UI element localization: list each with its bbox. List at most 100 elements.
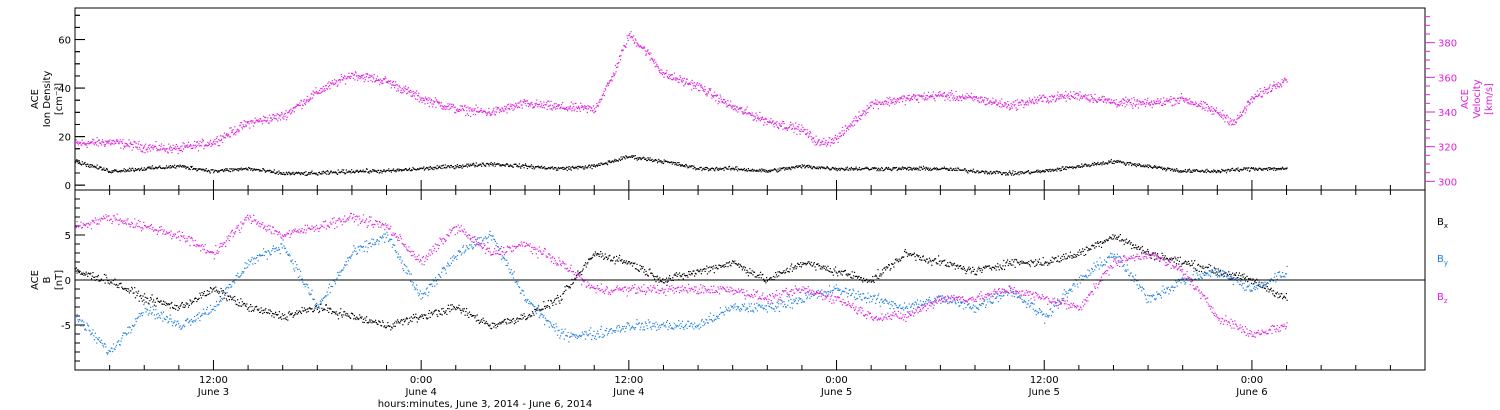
bx-point	[492, 322, 494, 324]
density-point	[624, 158, 626, 160]
density-point	[714, 170, 716, 172]
density-point	[380, 169, 382, 171]
density-point	[246, 169, 248, 171]
velocity-point	[1200, 105, 1202, 107]
density-point	[655, 159, 657, 161]
velocity-point	[1117, 105, 1119, 107]
velocity-point	[298, 104, 300, 107]
density-point	[1078, 165, 1080, 167]
velocity-point	[1046, 98, 1049, 100]
velocity-point	[904, 104, 906, 106]
density-point	[959, 169, 961, 171]
density-point	[353, 170, 355, 172]
velocity-point	[119, 139, 121, 141]
velocity-point	[1225, 117, 1227, 119]
velocity-point	[687, 83, 689, 85]
density-point	[565, 168, 567, 170]
velocity-point	[176, 145, 179, 147]
velocity-point	[691, 79, 693, 81]
velocity-point	[960, 100, 963, 102]
velocity-point	[789, 126, 791, 128]
velocity-point	[699, 84, 701, 86]
velocity-point	[717, 103, 719, 105]
velocity-point	[397, 88, 399, 90]
velocity-point	[374, 80, 376, 82]
density-point	[1237, 167, 1239, 169]
velocity-point	[900, 97, 903, 99]
bx-point	[595, 253, 597, 255]
velocity-point	[918, 101, 920, 103]
density-point	[757, 170, 760, 172]
density-point	[991, 172, 993, 174]
density-point	[1101, 164, 1103, 166]
velocity-point	[1247, 100, 1249, 102]
velocity-point	[756, 120, 758, 122]
density-point	[142, 169, 144, 171]
density-point	[373, 170, 375, 172]
density-point	[856, 168, 858, 170]
density-point	[1281, 166, 1283, 168]
bx-point	[234, 300, 237, 302]
density-point	[728, 166, 730, 168]
density-point	[1280, 169, 1282, 171]
velocity-point	[1083, 95, 1085, 97]
velocity-point	[547, 100, 549, 102]
velocity-point	[335, 79, 337, 82]
velocity-point	[1151, 107, 1153, 109]
density-point	[384, 171, 386, 173]
bx-point	[646, 273, 648, 275]
velocity-point	[932, 91, 934, 93]
density-point	[358, 171, 360, 173]
density-point	[277, 173, 279, 175]
velocity-point	[872, 107, 874, 109]
density-point	[813, 165, 815, 168]
density-point	[498, 163, 500, 165]
velocity-point	[1072, 96, 1074, 98]
velocity-point	[948, 96, 950, 98]
bx-point	[80, 273, 82, 275]
velocity-point	[815, 135, 817, 137]
density-point	[1232, 169, 1234, 171]
velocity-point	[1095, 99, 1097, 102]
density-point	[650, 159, 652, 161]
velocity-point	[1051, 94, 1053, 97]
density-point	[278, 170, 280, 172]
bx-point	[121, 286, 123, 288]
velocity-point	[909, 98, 911, 100]
velocity-point	[868, 107, 871, 109]
velocity-point	[898, 98, 900, 100]
density-point	[482, 162, 484, 164]
velocity-point	[540, 101, 542, 103]
bx-point	[387, 322, 389, 324]
velocity-point	[1197, 105, 1199, 107]
velocity-point	[343, 75, 346, 77]
density-point	[1199, 171, 1201, 173]
density-point	[949, 169, 951, 171]
velocity-point	[372, 81, 374, 83]
velocity-point	[611, 80, 613, 82]
density-point	[1071, 166, 1073, 168]
velocity-point	[215, 141, 217, 143]
velocity-point	[943, 92, 945, 94]
velocity-point	[1125, 96, 1127, 98]
density-point	[160, 167, 162, 169]
density-point	[915, 168, 917, 171]
density-point	[970, 169, 972, 171]
bx-point	[453, 305, 455, 308]
density-point	[783, 166, 785, 169]
bx-point	[125, 288, 127, 290]
velocity-point	[726, 106, 728, 108]
velocity-point	[184, 145, 186, 147]
velocity-point	[965, 98, 967, 100]
velocity-point	[890, 102, 892, 105]
bx-point	[608, 255, 610, 257]
velocity-point	[293, 107, 295, 109]
velocity-point	[656, 63, 658, 65]
velocity-point	[752, 119, 754, 121]
velocity-point	[1103, 96, 1105, 98]
bx-point	[497, 323, 499, 325]
density-point	[567, 166, 569, 168]
velocity-point	[260, 118, 262, 120]
velocity-point	[1013, 105, 1015, 107]
density-point	[1166, 168, 1168, 170]
